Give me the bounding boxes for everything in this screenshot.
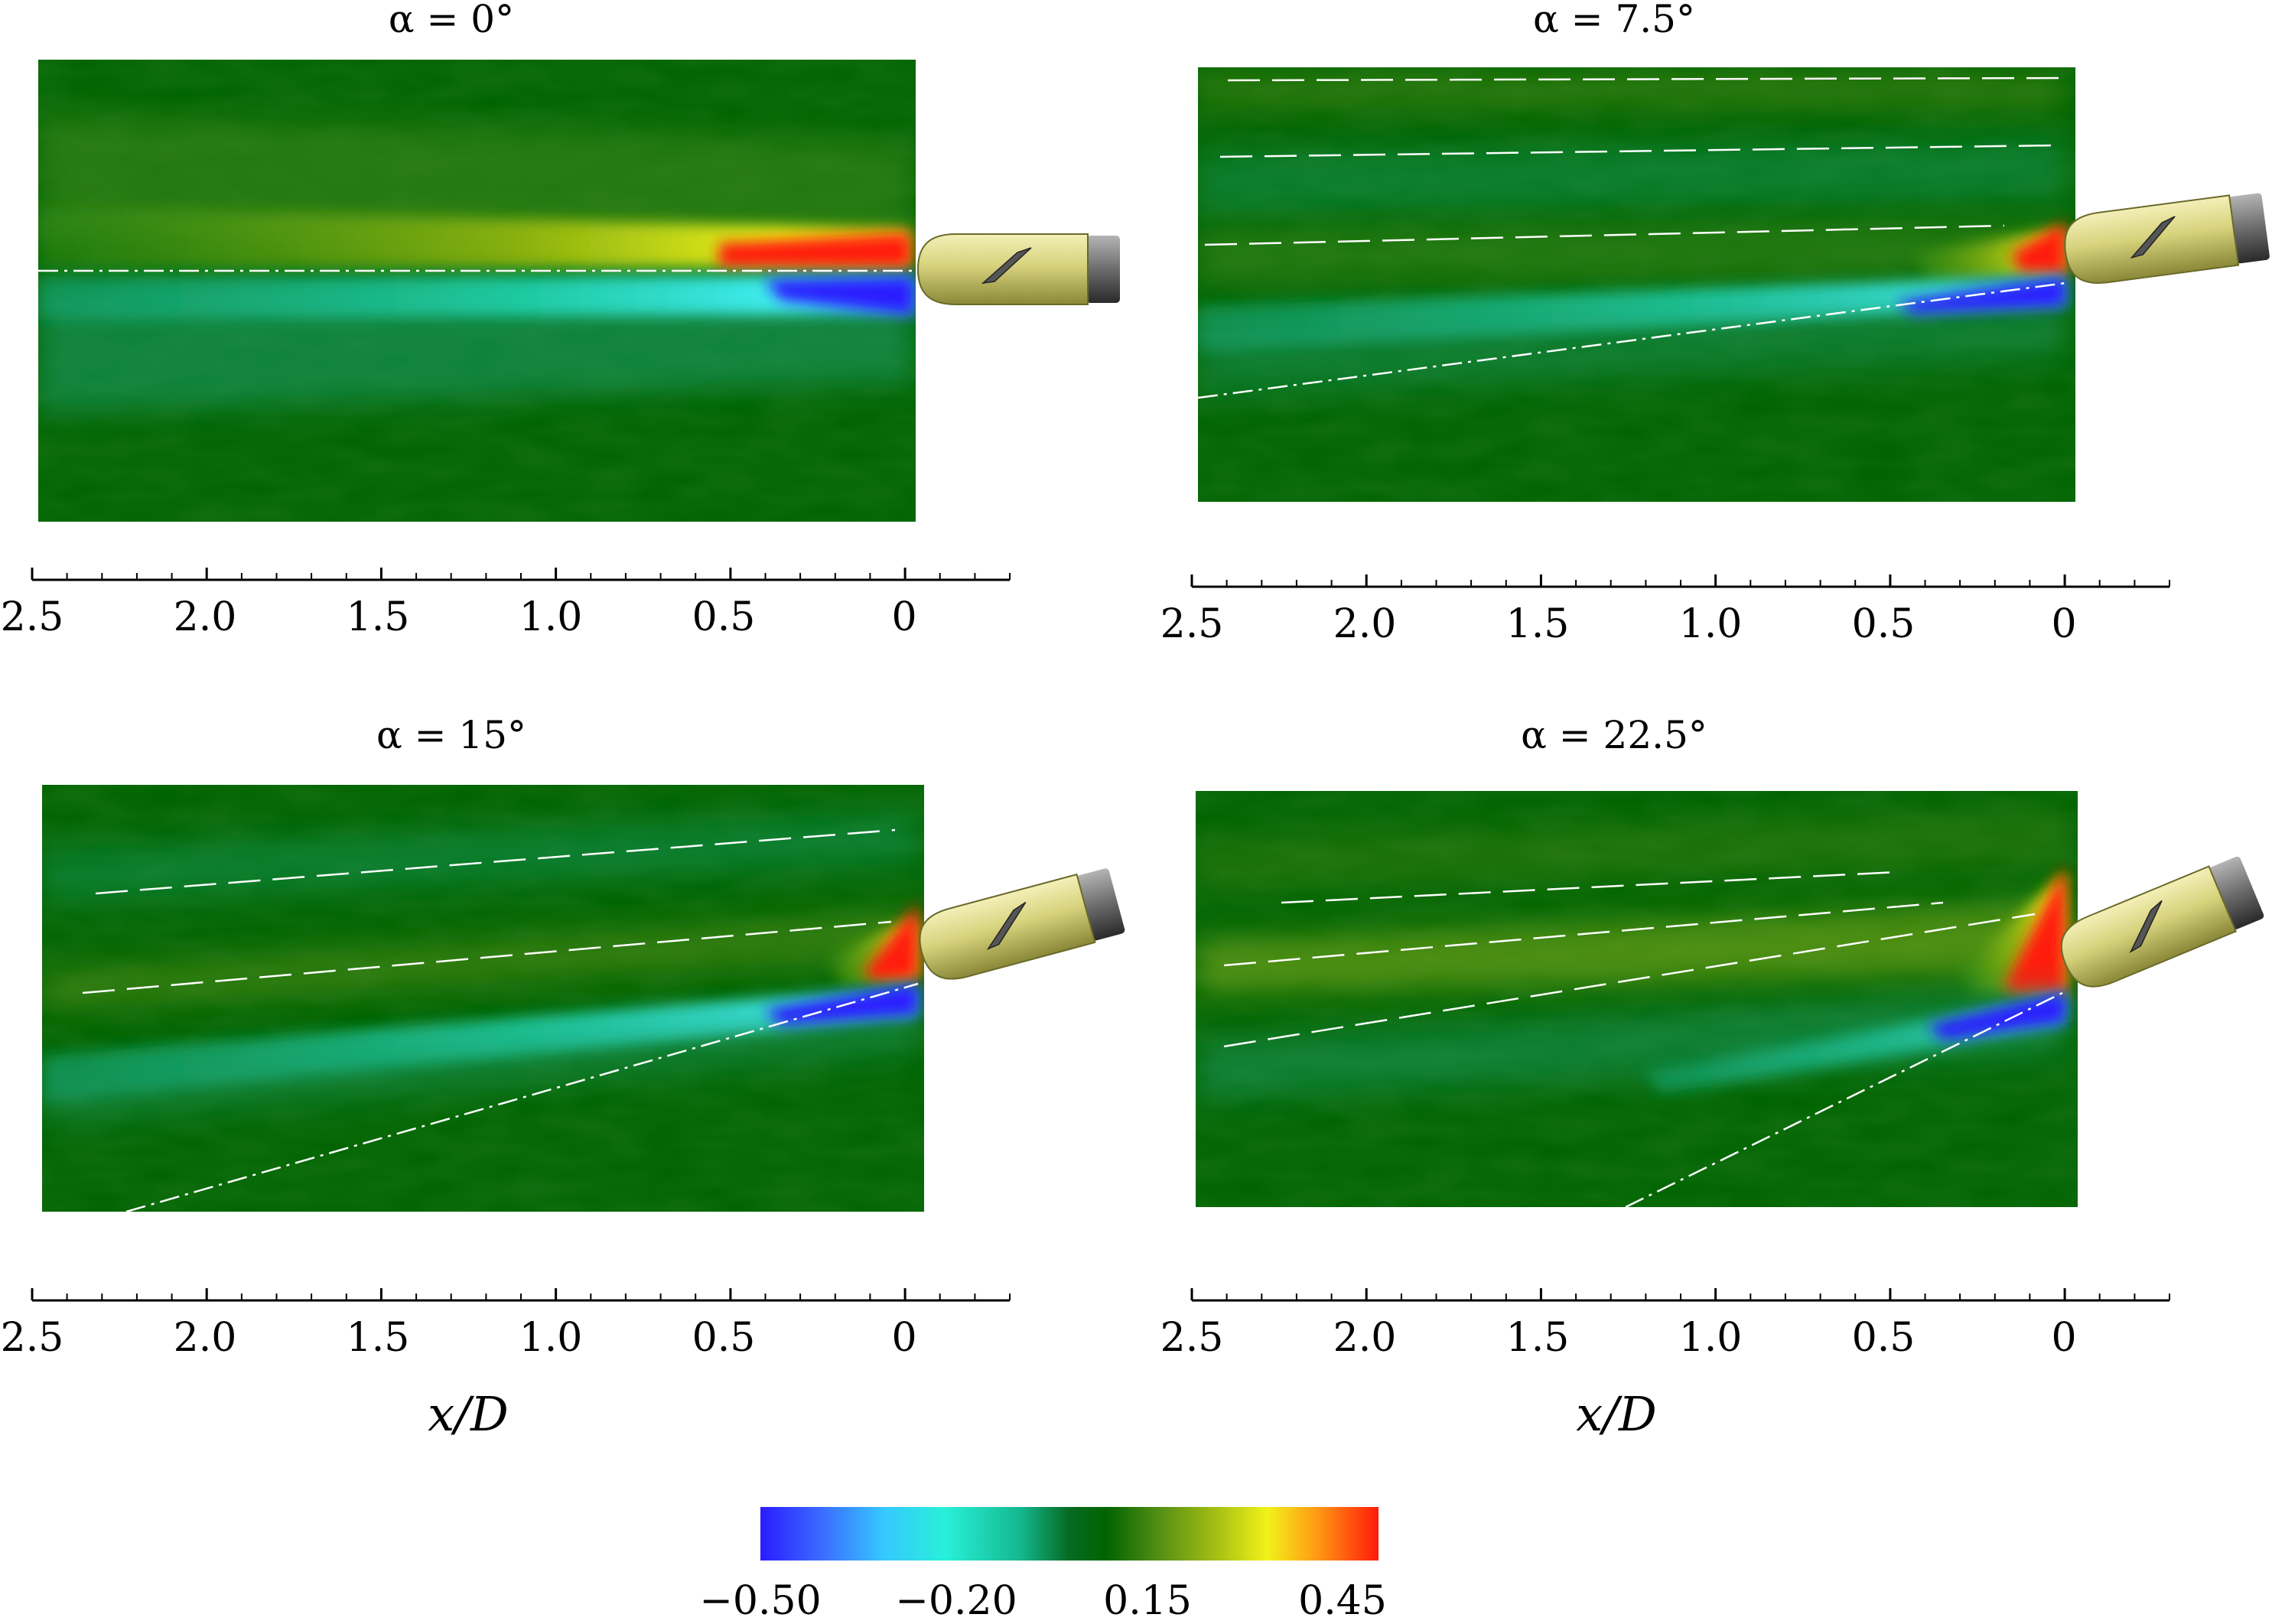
negative-peak [1928, 991, 2065, 1040]
wake-band-middle [1198, 138, 2065, 214]
streamline [1223, 913, 2036, 1048]
positive-peak [2012, 222, 2065, 275]
x-axis: 2.5 2.0 1.5 1.0 0.5 0 [1, 568, 1011, 640]
tick-label: 1.0 [519, 594, 583, 640]
tick-labels: 2.5 2.0 1.5 1.0 0.5 0 [1, 1315, 917, 1361]
streamline [82, 920, 892, 994]
panel-title: α = 0° [389, 0, 514, 41]
blade [2130, 216, 2176, 259]
tick-labels: 2.5 2.0 1.5 1.0 0.5 0 [1, 594, 917, 640]
tick-label: 2.0 [174, 594, 237, 640]
tick-label: 2.0 [1333, 1315, 1397, 1361]
lower-shear-layer-wide [1196, 987, 2065, 1102]
contour-field [1198, 67, 2075, 502]
x-axis-label: x/D [1576, 1386, 1657, 1442]
wake-centerline [125, 982, 919, 1212]
colorbar: −0.50 −0.20 0.15 0.45 [699, 1507, 1387, 1624]
streamline [1227, 76, 2062, 82]
turbine-nacelle [916, 233, 1120, 305]
hub [2228, 193, 2270, 264]
axis-ticks [31, 568, 1011, 580]
wake-band-top [1198, 73, 2065, 107]
axis-ticks [1190, 1288, 2170, 1300]
tick-label: 0 [2051, 601, 2076, 647]
positive-peak [2004, 864, 2065, 994]
contour-field [38, 60, 916, 522]
tick-label: 2.0 [174, 1315, 237, 1361]
tick-label: 1.5 [347, 594, 410, 640]
blade [986, 902, 1027, 951]
x-axis: 2.5 2.0 1.5 1.0 0.5 0 x/D [1, 1288, 1011, 1442]
tick-label: 2.5 [1160, 601, 1224, 647]
streamline [1223, 901, 1944, 967]
streamline [1219, 144, 2059, 158]
negative-peak [1897, 277, 2065, 314]
tick-labels: 2.5 2.0 1.5 1.0 0.5 0 [1160, 1315, 2077, 1361]
upper-shear-layer [42, 910, 918, 1010]
streamline [1204, 224, 2005, 246]
tick-labels: 2.5 2.0 1.5 1.0 0.5 0 [1160, 601, 2077, 647]
tick-label: 1.5 [1506, 601, 1570, 647]
tick-label: 1.5 [347, 1315, 410, 1361]
wake-centerline [1198, 282, 2066, 399]
upper-shear-layer [38, 207, 910, 269]
tick-label: 1.0 [1679, 1315, 1743, 1361]
panel-title: α = 7.5° [1533, 0, 1695, 41]
panel-title: α = 22.5° [1521, 713, 1707, 757]
axis-ticks [31, 1288, 1011, 1300]
panel-alpha-0: α = 0° 2.5 2.0 1.5 1.0 0.5 [1, 0, 1120, 640]
colorbar-tick-label: −0.50 [699, 1578, 821, 1624]
wake-centerline [1625, 990, 2066, 1207]
colorbar-tick-label: 0.45 [1298, 1578, 1387, 1624]
colorbar-tick-label: −0.20 [895, 1578, 1017, 1624]
tick-label: 0 [891, 1315, 916, 1361]
hub [1086, 236, 1120, 303]
panel-alpha-15: α = 15° 2.5 2.0 1.5 [1, 713, 1125, 1442]
streamline [95, 828, 896, 895]
tick-label: 0.5 [1852, 601, 1916, 647]
blade [2129, 900, 2163, 953]
contour-field [42, 785, 924, 1212]
panel-alpha-22-5: α = 22.5° 2.5 2.0 [1160, 713, 2264, 1442]
x-axis: 2.5 2.0 1.5 1.0 0.5 0 [1160, 574, 2170, 647]
positive-peak [864, 903, 918, 981]
tick-label: 0.5 [1852, 1315, 1916, 1361]
tick-label: 0.5 [692, 1315, 756, 1361]
wake-band-top [1196, 811, 2065, 887]
tick-label: 2.5 [1, 1315, 64, 1361]
hub [2209, 856, 2264, 929]
tick-label: 0 [891, 594, 916, 640]
tick-label: 1.0 [519, 1315, 583, 1361]
panel-alpha-7-5: α = 7.5° 2.5 2.0 [1160, 0, 2270, 647]
tick-label: 2.5 [1, 594, 64, 640]
tick-label: 1.5 [1506, 1315, 1570, 1361]
contour-field [1196, 791, 2078, 1207]
positive-peak [719, 233, 910, 268]
wake-band-top [42, 811, 918, 903]
colorbar-gradient [760, 1507, 1378, 1561]
tick-label: 1.0 [1679, 601, 1743, 647]
colorbar-tick-label: 0.15 [1103, 1578, 1192, 1624]
upper-shear-layer [1196, 903, 2065, 994]
panel-title: α = 15° [376, 713, 526, 757]
x-axis: 2.5 2.0 1.5 1.0 0.5 0 x/D [1160, 1288, 2170, 1442]
streamline [1281, 871, 1898, 904]
turbine-nacelle [2064, 193, 2270, 284]
turbine-nacelle [919, 868, 1125, 980]
lower-shear-layer [38, 275, 914, 320]
axis-ticks [1190, 574, 2170, 587]
turbine-nacelle [2060, 856, 2264, 988]
tick-label: 0 [2051, 1315, 2076, 1361]
negative-peak [765, 277, 914, 315]
x-axis-label: x/D [428, 1386, 509, 1442]
lower-shear-layer-wide [42, 994, 918, 1124]
blade [981, 247, 1032, 285]
upper-shear-layer [1198, 222, 2058, 283]
tick-label: 0.5 [692, 594, 756, 640]
tick-label: 2.5 [1160, 1315, 1224, 1361]
tick-label: 2.0 [1333, 601, 1397, 647]
